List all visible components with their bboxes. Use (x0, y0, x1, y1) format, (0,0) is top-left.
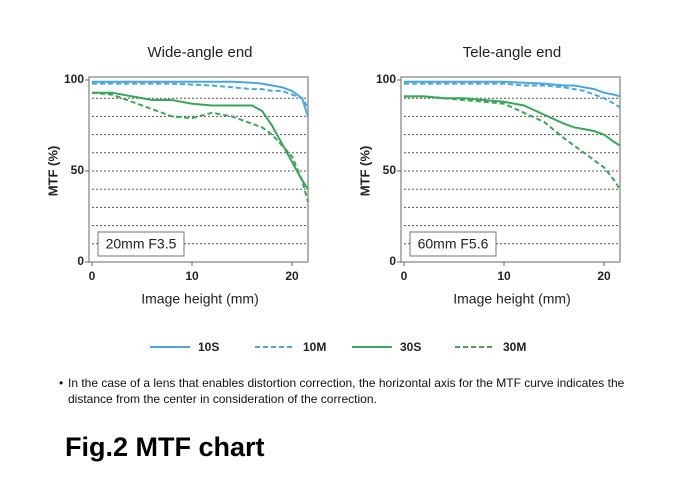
y-tick-label: 0 (389, 254, 396, 268)
chart-title: Wide-angle end (147, 44, 252, 61)
y-tick-label: 100 (64, 72, 84, 86)
x-tick-label: 20 (285, 269, 299, 283)
x-axis-label: Image height (mm) (141, 291, 258, 307)
x-tick-label: 0 (401, 269, 408, 283)
series-line (404, 95, 621, 190)
x-axis-label: Image height (mm) (453, 291, 570, 307)
series-line (92, 82, 309, 108)
series-line (404, 95, 621, 147)
y-tick-label: 50 (383, 163, 397, 177)
x-tick-label: 10 (185, 269, 199, 283)
legend-label: 30M (503, 340, 526, 354)
annotation-box (97, 231, 185, 257)
plot-frame (88, 76, 309, 263)
note: In the case of a lens that enables disto… (59, 375, 648, 407)
series-line (91, 91, 309, 203)
x-tick-label: 20 (597, 269, 611, 283)
y-axis-label: MTF (%) (45, 146, 60, 197)
y-tick-label: 100 (376, 72, 396, 86)
series-line (404, 82, 621, 109)
y-tick-label: 0 (77, 254, 84, 268)
figure-title: Fig.2 MTF chart (65, 432, 265, 462)
y-axis-label: MTF (%) (357, 146, 372, 197)
annotation: 60mm F5.6 (418, 236, 489, 252)
x-tick-label: 10 (497, 269, 511, 283)
y-tick-label: 50 (71, 163, 85, 177)
annotation-box (409, 231, 497, 257)
legend-label: 10S (198, 340, 219, 354)
series-line (404, 80, 621, 98)
series-line (92, 80, 309, 117)
annotation: 20mm F3.5 (106, 236, 177, 252)
x-tick-label: 0 (89, 269, 96, 283)
legend-label: 10M (303, 340, 326, 354)
series-line (92, 91, 309, 190)
chart-title: Tele-angle end (463, 44, 561, 61)
plot-frame (400, 76, 621, 263)
legend-label: 30S (400, 340, 421, 354)
